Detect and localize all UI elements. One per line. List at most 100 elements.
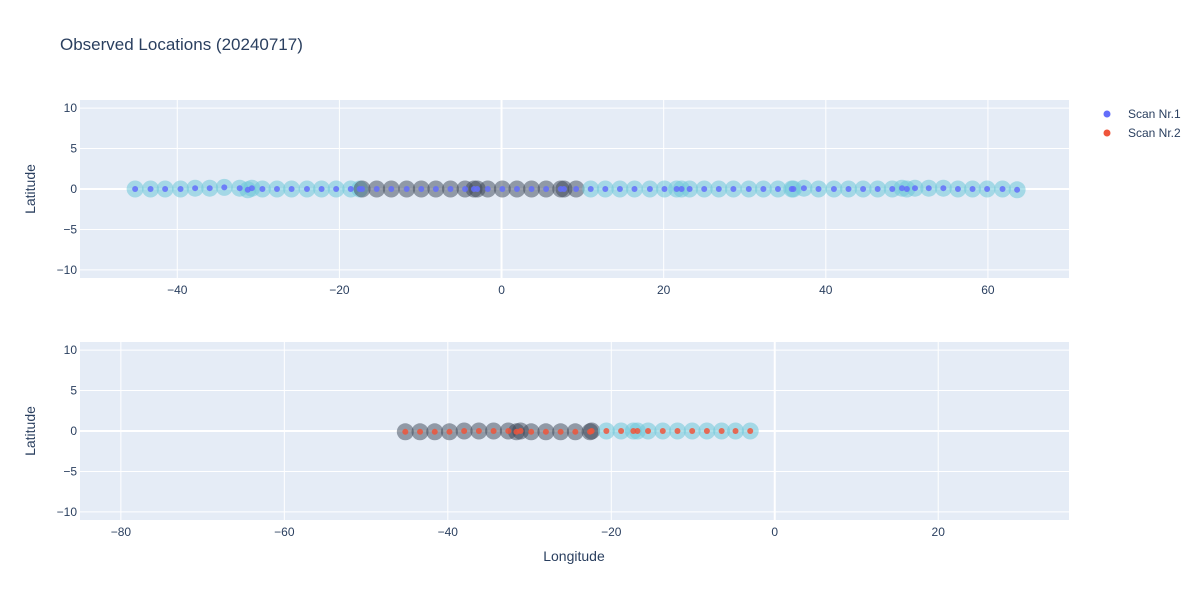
data-point[interactable]: [318, 186, 325, 192]
data-point[interactable]: [147, 186, 154, 192]
data-point[interactable]: [747, 428, 754, 434]
data-point[interactable]: [288, 186, 295, 192]
data-point[interactable]: [132, 186, 139, 192]
data-point[interactable]: [528, 186, 535, 192]
data-point[interactable]: [359, 186, 366, 192]
data-point[interactable]: [889, 186, 896, 192]
data-point[interactable]: [248, 185, 255, 192]
data-point[interactable]: [673, 186, 680, 192]
data-point[interactable]: [874, 186, 881, 192]
data-point[interactable]: [790, 186, 797, 192]
data-point[interactable]: [903, 186, 910, 192]
data-point[interactable]: [760, 186, 767, 192]
data-point[interactable]: [560, 186, 567, 192]
data-point[interactable]: [505, 428, 512, 434]
data-point[interactable]: [646, 186, 653, 192]
data-point[interactable]: [686, 186, 693, 192]
y-tick-label: −5: [63, 464, 77, 478]
data-point[interactable]: [678, 186, 685, 192]
data-point[interactable]: [774, 186, 781, 192]
data-point[interactable]: [373, 186, 380, 192]
data-point[interactable]: [462, 186, 469, 192]
data-point[interactable]: [162, 186, 169, 192]
data-point[interactable]: [745, 186, 752, 192]
data-point[interactable]: [645, 428, 652, 434]
data-point[interactable]: [940, 185, 947, 192]
data-point[interactable]: [447, 186, 454, 192]
data-point[interactable]: [661, 186, 668, 192]
data-point[interactable]: [177, 186, 184, 192]
data-point[interactable]: [499, 186, 506, 192]
data-point[interactable]: [588, 428, 595, 434]
data-point[interactable]: [701, 186, 708, 192]
data-point[interactable]: [543, 186, 550, 192]
data-point[interactable]: [860, 186, 867, 192]
data-point[interactable]: [484, 186, 491, 192]
data-point[interactable]: [925, 185, 932, 192]
data-point[interactable]: [730, 186, 737, 192]
legend-item-scan2[interactable]: Scan Nr.2: [1103, 126, 1182, 140]
data-point[interactable]: [431, 428, 438, 435]
y-tick-label: 0: [70, 182, 77, 196]
data-point[interactable]: [732, 428, 739, 434]
data-point[interactable]: [616, 186, 623, 192]
data-point[interactable]: [474, 186, 481, 192]
data-point[interactable]: [303, 186, 310, 192]
data-point[interactable]: [631, 186, 638, 192]
data-point[interactable]: [572, 428, 579, 435]
data-point[interactable]: [259, 186, 266, 192]
data-point[interactable]: [969, 186, 976, 192]
data-point[interactable]: [333, 186, 340, 192]
data-point[interactable]: [1014, 186, 1021, 193]
data-point[interactable]: [513, 186, 520, 192]
data-point[interactable]: [403, 186, 410, 192]
data-point[interactable]: [899, 185, 906, 192]
data-point[interactable]: [432, 186, 439, 192]
data-point[interactable]: [347, 186, 354, 192]
data-point[interactable]: [703, 428, 710, 434]
y-tick-label: 0: [70, 424, 77, 438]
legend[interactable]: Scan Nr.1 Scan Nr.2: [1103, 107, 1182, 140]
data-point[interactable]: [718, 428, 725, 434]
data-point[interactable]: [587, 186, 594, 192]
data-point[interactable]: [618, 428, 625, 434]
data-point[interactable]: [417, 428, 424, 435]
data-point[interactable]: [954, 186, 961, 192]
data-point[interactable]: [800, 185, 807, 192]
data-point[interactable]: [418, 186, 425, 192]
data-point[interactable]: [999, 186, 1006, 192]
data-point[interactable]: [542, 428, 549, 435]
data-point[interactable]: [815, 186, 822, 192]
data-point[interactable]: [446, 428, 453, 435]
data-point[interactable]: [689, 428, 696, 434]
data-point[interactable]: [273, 186, 280, 192]
y-axis-label: Latitude: [22, 164, 38, 214]
data-point[interactable]: [602, 186, 609, 192]
data-point[interactable]: [517, 428, 524, 434]
data-point[interactable]: [634, 428, 641, 434]
data-point[interactable]: [659, 428, 666, 434]
data-point[interactable]: [984, 186, 991, 192]
data-point[interactable]: [557, 428, 564, 435]
x-tick-label: −60: [274, 525, 295, 539]
data-point[interactable]: [573, 186, 580, 192]
data-point[interactable]: [402, 428, 409, 435]
data-point[interactable]: [830, 186, 837, 192]
data-point[interactable]: [221, 184, 228, 191]
data-point[interactable]: [603, 428, 610, 434]
data-point[interactable]: [490, 428, 497, 434]
data-point[interactable]: [715, 186, 722, 192]
data-point[interactable]: [528, 428, 535, 435]
legend-item-scan1[interactable]: Scan Nr.1: [1103, 107, 1182, 121]
data-point[interactable]: [911, 185, 918, 192]
data-point[interactable]: [236, 185, 243, 192]
data-point[interactable]: [475, 428, 482, 434]
data-point[interactable]: [845, 186, 852, 192]
data-point[interactable]: [674, 428, 681, 434]
data-point[interactable]: [388, 186, 395, 192]
x-tick-label: −20: [329, 283, 350, 297]
subplot-top: −40 −20 0 20 40 60 −10 −5 0 5 10 Latitude: [22, 100, 1069, 297]
data-point[interactable]: [206, 185, 213, 192]
data-point[interactable]: [461, 428, 468, 434]
data-point[interactable]: [192, 185, 199, 192]
